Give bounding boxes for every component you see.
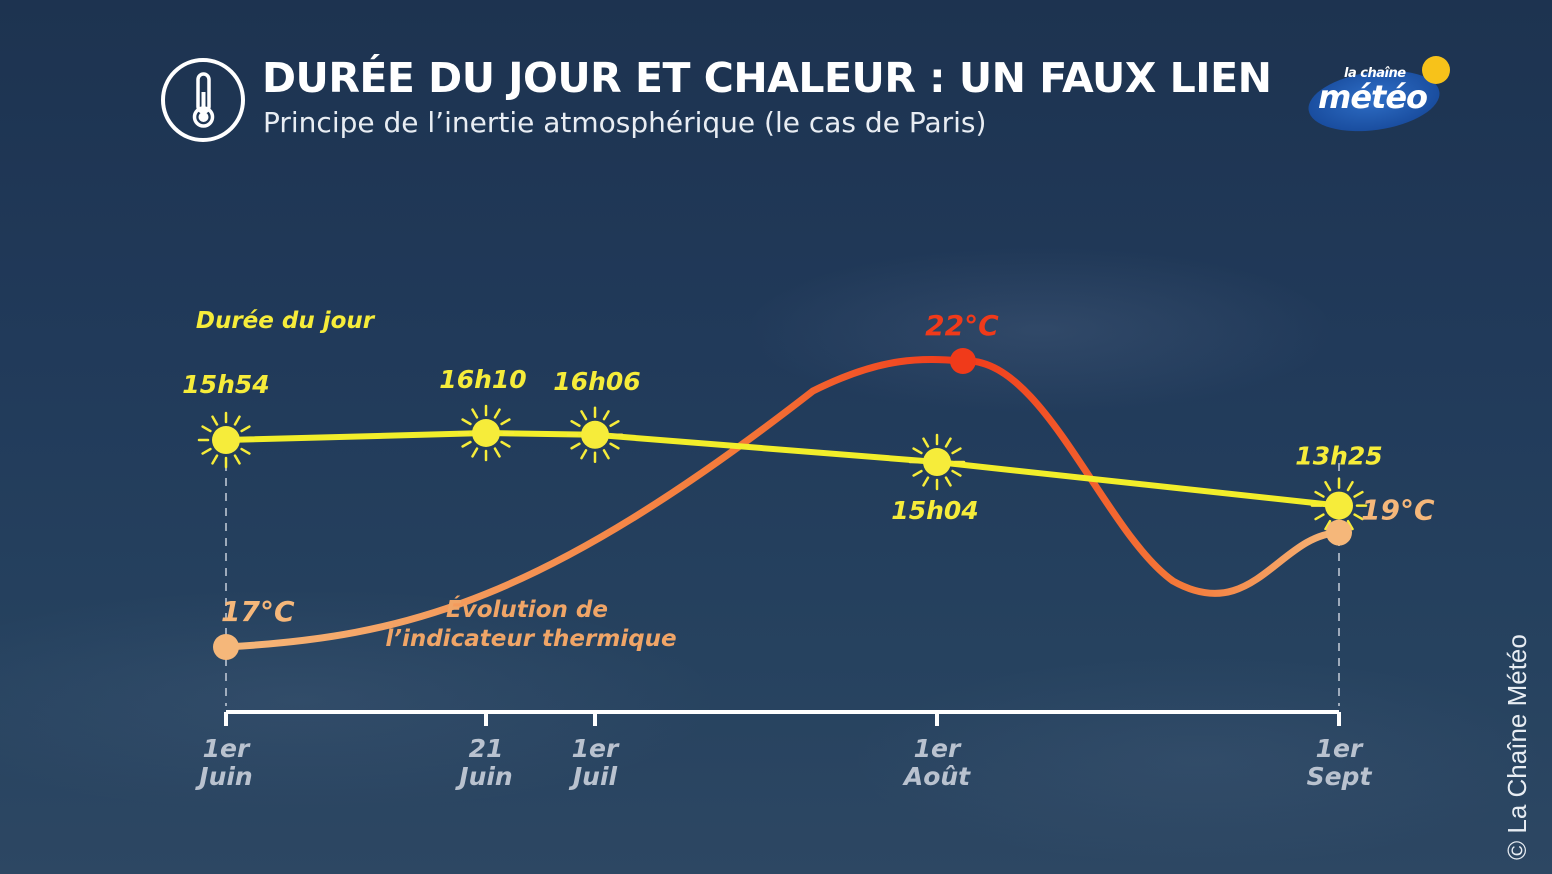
sun-ray (944, 437, 952, 448)
sun-ray (602, 449, 610, 460)
sun-ray (580, 449, 588, 460)
day-length-label: 13h25 (1295, 442, 1382, 471)
legend-day-length: Durée du jour (196, 308, 376, 334)
sun-ray (233, 454, 241, 465)
legend-thermal-indicator: Évolution de (446, 595, 608, 623)
sun-ray (580, 410, 588, 421)
page-title: DURÉE DU JOUR ET CHALEUR : UN FAUX LIEN (262, 54, 1272, 102)
x-tick-label: 1er (203, 734, 251, 763)
day-length-label: 15h54 (182, 370, 269, 399)
sun-ray (1324, 480, 1332, 492)
logo-text-small: la chaîne (1344, 66, 1406, 81)
sun-marker (472, 419, 500, 447)
sun-ray (951, 447, 962, 455)
temperature-marker (949, 348, 976, 374)
sun-ray (1353, 513, 1364, 521)
sun-ray (1346, 519, 1354, 531)
sun-ray (1346, 480, 1354, 492)
sun-ray (922, 437, 930, 448)
sun-ray (944, 476, 952, 487)
sun-ray (1314, 490, 1325, 498)
x-tick-label: Juin (454, 762, 512, 791)
copyright-credit: © La Chaîne Météo (1502, 634, 1532, 860)
temperature-label: 17°C (221, 595, 295, 628)
sun-icon (457, 404, 515, 462)
legend-thermal-indicator: l’indicateur thermique (385, 626, 676, 652)
day-length-label: 15h04 (891, 496, 978, 525)
sun-ray (570, 442, 581, 450)
sun-ray (240, 447, 251, 455)
sun-ray (201, 425, 212, 433)
sun-marker (1325, 491, 1353, 520)
sun-ray (570, 420, 581, 428)
x-tick-label: Juil (568, 762, 618, 791)
sun-ray (240, 425, 251, 433)
sun-ray (461, 418, 472, 426)
sun-ray (211, 454, 219, 465)
sun-ray (912, 469, 923, 477)
sun-ray (493, 447, 501, 458)
thermometer-icon (161, 58, 245, 142)
x-tick-label: Août (902, 762, 971, 791)
x-tick-label: 1er (914, 734, 962, 763)
sun-marker (581, 420, 609, 449)
temperature-marker (1326, 519, 1352, 546)
x-tick-label: 1er (1316, 734, 1364, 763)
sun-ray (461, 440, 472, 448)
sun-marker (212, 426, 240, 455)
sun-ray (233, 415, 241, 426)
temperature-label: 22°C (925, 309, 999, 342)
sun-ray (1324, 519, 1332, 531)
temperature-label: 19°C (1361, 494, 1435, 527)
sun-ray (471, 447, 479, 458)
x-tick-label: Sept (1307, 762, 1373, 791)
sun-ray (602, 410, 610, 421)
sun-icon (908, 433, 966, 491)
logo-text-big: météo (1318, 78, 1428, 116)
sun-ray (609, 420, 620, 428)
sun-ray (493, 408, 501, 419)
sun-marker (923, 448, 951, 477)
sun-ray (951, 469, 962, 477)
sun-ray (922, 476, 930, 487)
sun-ray (1353, 490, 1364, 498)
x-tick-label: 1er (572, 734, 620, 763)
sun-ray (609, 442, 620, 450)
sun-ray (912, 447, 923, 455)
temperature-marker (213, 634, 239, 660)
sun-ray (500, 440, 511, 448)
day-length-label: 16h06 (553, 367, 640, 396)
sun-ray (500, 418, 511, 426)
x-tick-label: Juin (194, 762, 252, 791)
sun-ray (1314, 513, 1325, 521)
x-tick-label: 21 (469, 734, 504, 763)
sun-ray (211, 415, 219, 426)
brand-logo: la chaîne météo (1304, 52, 1456, 139)
sun-ray (201, 447, 212, 455)
temperature-series-line (222, 356, 1343, 651)
sun-icon (197, 411, 255, 469)
day-length-label: 16h10 (439, 365, 526, 394)
page-subtitle: Principe de l’inertie atmosphérique (le … (263, 106, 987, 139)
day-length-series-line (225, 430, 1340, 509)
sun-icon (1422, 56, 1450, 84)
sun-ray (471, 408, 479, 419)
sun-icon (566, 406, 624, 464)
